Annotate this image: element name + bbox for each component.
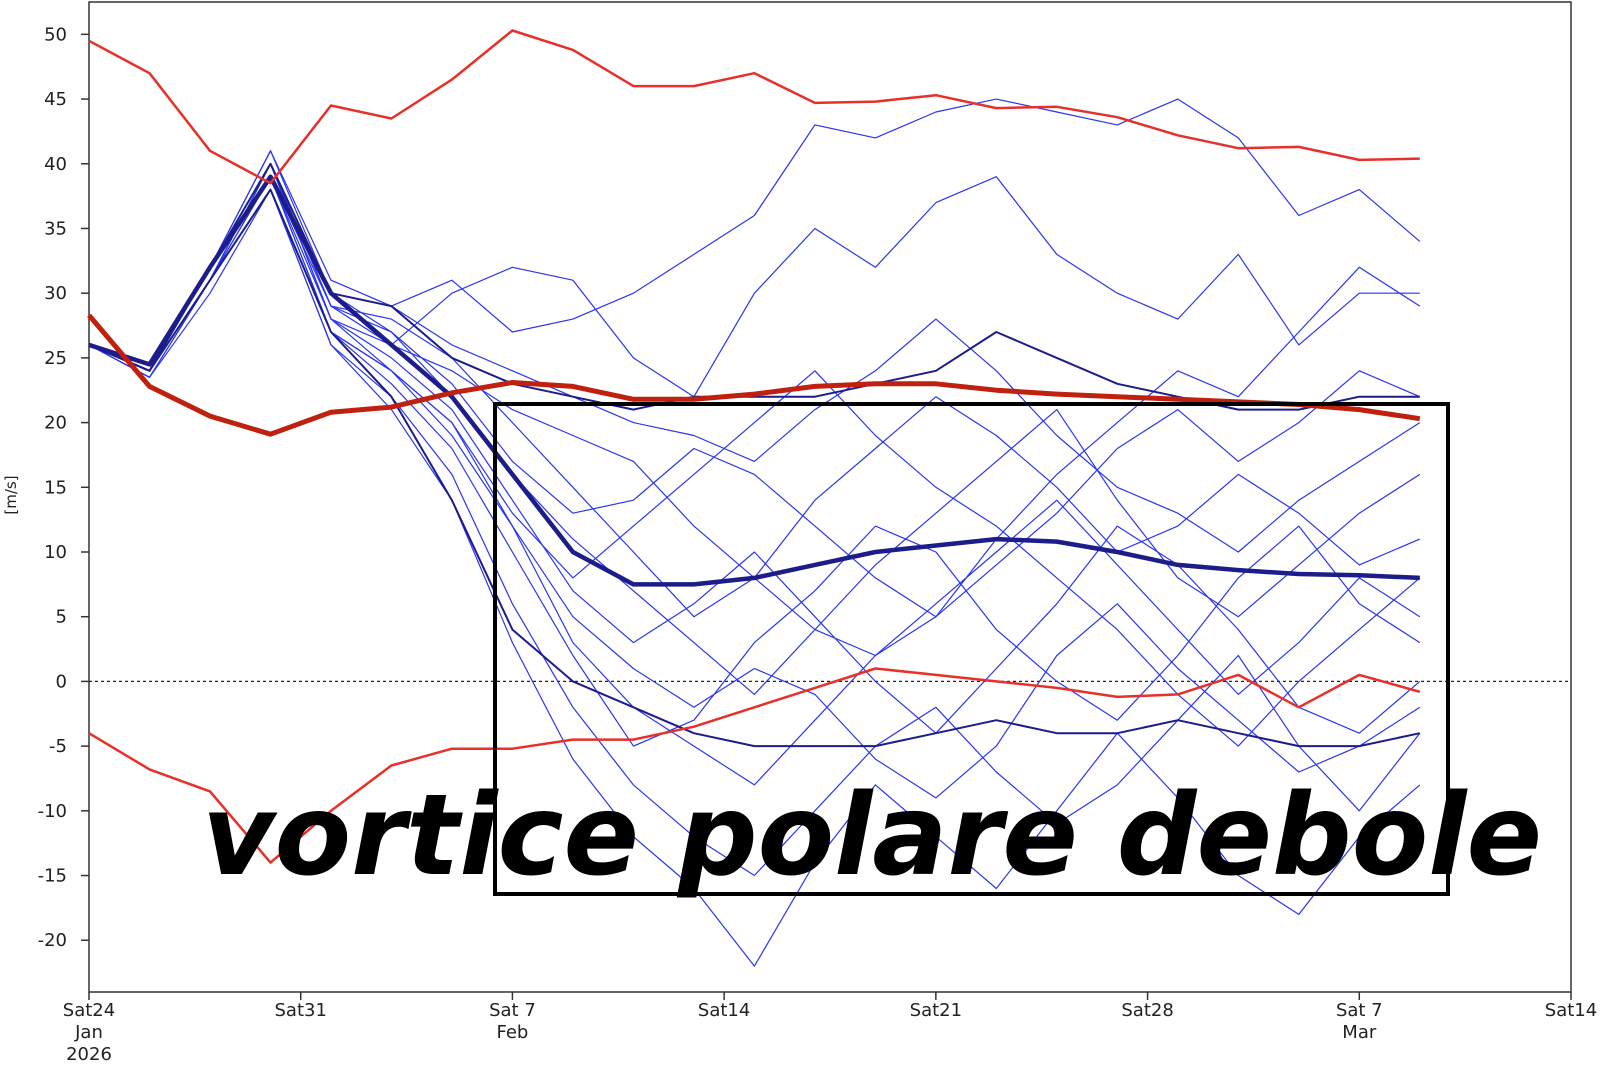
annotation: vortice polare debole bbox=[202, 771, 1542, 901]
x-tick-label: Sat21 bbox=[910, 1000, 962, 1021]
x-tick-label: Sat14 bbox=[1545, 1000, 1597, 1021]
series-line bbox=[88, 163, 1421, 799]
plot-frame bbox=[88, 1, 1572, 993]
y-tick-label: 50 bbox=[44, 24, 67, 45]
x-tick-label: Sat31 bbox=[275, 1000, 327, 1021]
series-line bbox=[88, 189, 1421, 967]
y-tick-label: -15 bbox=[38, 866, 67, 887]
series-line bbox=[88, 176, 1420, 398]
x-tick-label: 2026 bbox=[66, 1044, 112, 1065]
y-tick-label: 45 bbox=[44, 89, 67, 110]
plot-area: -20 -15 -10 -5 0 5 10 15 20 25 30 35 40 45 50 Sat24Jan2… bbox=[38, 1, 1597, 1065]
y-tick-label: 30 bbox=[44, 283, 67, 304]
highlight-box bbox=[493, 402, 1450, 896]
y-tick-label: 35 bbox=[44, 218, 67, 239]
y-tick-label: -10 bbox=[38, 801, 67, 822]
x-tick-label: Sat 7 bbox=[489, 1000, 536, 1021]
series-line bbox=[88, 176, 1421, 747]
x-tick-label: Sat14 bbox=[698, 1000, 750, 1021]
series-line bbox=[88, 150, 1421, 553]
y-tick-label: -5 bbox=[49, 736, 67, 757]
y-tick-label: -20 bbox=[38, 930, 67, 951]
y-tick-label: 0 bbox=[56, 671, 67, 692]
y-axis-label: [m/s] bbox=[2, 475, 20, 514]
series-line bbox=[88, 188, 1421, 748]
series-line bbox=[88, 29, 1420, 185]
series-line bbox=[88, 174, 1420, 587]
series-line bbox=[87, 313, 1421, 437]
y-tick-label: 10 bbox=[44, 542, 67, 563]
y-tick-label: 15 bbox=[44, 477, 67, 498]
series-line bbox=[88, 98, 1421, 372]
x-tick-label: Sat28 bbox=[1121, 1000, 1173, 1021]
x-tick-label: Sat24 bbox=[63, 1000, 115, 1021]
y-tick-label: 40 bbox=[44, 154, 67, 175]
y-tick-label: 20 bbox=[44, 413, 67, 434]
x-tick-label: Mar bbox=[1342, 1022, 1377, 1043]
x-tick-label: Sat 7 bbox=[1336, 1000, 1383, 1021]
x-tick-label: Jan bbox=[74, 1022, 103, 1043]
y-tick-label: 25 bbox=[44, 348, 67, 369]
series-line bbox=[88, 667, 1421, 864]
x-tick-label: Feb bbox=[496, 1022, 528, 1043]
y-tick-label: 5 bbox=[56, 607, 67, 628]
